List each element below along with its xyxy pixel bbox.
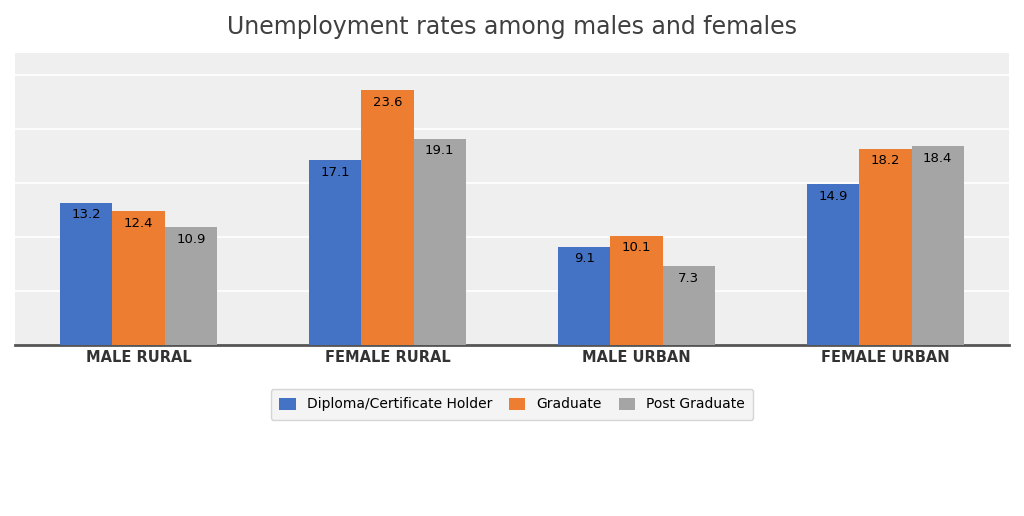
Bar — [558, 247, 610, 345]
Text: 9.1: 9.1 — [573, 252, 595, 265]
Text: 14.9: 14.9 — [818, 189, 848, 203]
Text: 12.4: 12.4 — [124, 217, 154, 230]
Bar — [361, 90, 414, 345]
Text: 18.4: 18.4 — [923, 152, 952, 165]
Bar — [165, 228, 217, 345]
Title: Unemployment rates among males and females: Unemployment rates among males and femal… — [227, 15, 797, 39]
Text: 7.3: 7.3 — [678, 271, 699, 285]
Text: 10.9: 10.9 — [176, 233, 206, 246]
Text: 18.2: 18.2 — [870, 154, 900, 167]
Text: 10.1: 10.1 — [622, 241, 651, 254]
Text: 23.6: 23.6 — [373, 95, 402, 108]
Bar — [610, 236, 663, 345]
Bar — [309, 160, 361, 345]
Text: 13.2: 13.2 — [72, 208, 101, 221]
Bar — [663, 266, 715, 345]
Bar — [859, 149, 911, 345]
Bar — [911, 147, 964, 345]
Text: 17.1: 17.1 — [321, 166, 350, 179]
Text: 19.1: 19.1 — [425, 144, 455, 157]
Bar — [113, 211, 165, 345]
Bar — [807, 184, 859, 345]
Bar — [414, 139, 466, 345]
Legend: Diploma/Certificate Holder, Graduate, Post Graduate: Diploma/Certificate Holder, Graduate, Po… — [270, 389, 754, 420]
Bar — [60, 202, 113, 345]
